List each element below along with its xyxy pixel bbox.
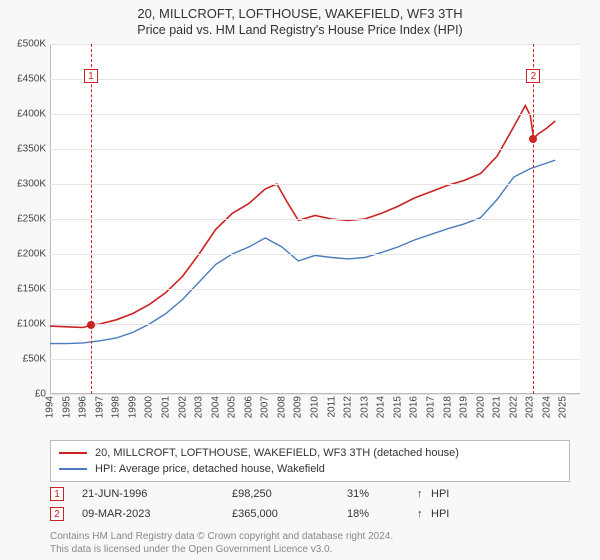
y-tick-label: £250K (17, 214, 46, 225)
transaction-pct: 31% (347, 488, 417, 500)
chart: 12 £0£50K£100K£150K£200K£250K£300K£350K£… (50, 44, 580, 394)
transaction-hpi: HPI (431, 488, 471, 500)
x-tick-label: 2014 (376, 396, 387, 418)
title-line-2: Price paid vs. HM Land Registry's House … (0, 23, 600, 37)
y-tick-label: £100K (17, 319, 46, 330)
title-line-1: 20, MILLCROFT, LOFTHOUSE, WAKEFIELD, WF3… (0, 6, 600, 21)
vline-marker: 1 (84, 69, 98, 83)
x-tick-label: 2001 (160, 396, 171, 418)
x-tick-label: 2021 (492, 396, 503, 418)
x-tick-label: 1999 (127, 396, 138, 418)
data-point (529, 135, 537, 143)
footer-line-2: This data is licensed under the Open Gov… (50, 544, 570, 557)
legend-row: 20, MILLCROFT, LOFTHOUSE, WAKEFIELD, WF3… (59, 445, 561, 461)
vline (533, 44, 534, 394)
x-tick-label: 1995 (61, 396, 72, 418)
vline (91, 44, 92, 394)
legend-swatch (59, 468, 87, 470)
gridline-h (50, 44, 580, 45)
x-tick-label: 2024 (541, 396, 552, 418)
gridline-h (50, 324, 580, 325)
legend-label: HPI: Average price, detached house, Wake… (95, 463, 325, 475)
legend-label: 20, MILLCROFT, LOFTHOUSE, WAKEFIELD, WF3… (95, 447, 459, 459)
transaction-marker: 1 (50, 487, 64, 501)
y-tick-label: £150K (17, 284, 46, 295)
x-tick-label: 2003 (194, 396, 205, 418)
x-tick-label: 2019 (459, 396, 470, 418)
x-tick-label: 2015 (392, 396, 403, 418)
footer: Contains HM Land Registry data © Crown c… (50, 531, 570, 556)
y-tick-label: £200K (17, 249, 46, 260)
series-price_paid (50, 106, 555, 328)
transaction-row: 2 09-MAR-2023£365,00018%↑HPI (50, 504, 570, 524)
x-tick-label: 2025 (558, 396, 569, 418)
gridline-h (50, 359, 580, 360)
transaction-hpi: HPI (431, 508, 471, 520)
x-tick-label: 2018 (442, 396, 453, 418)
x-tick-label: 2017 (425, 396, 436, 418)
x-tick-label: 1996 (78, 396, 89, 418)
legend-swatch (59, 452, 87, 454)
footer-line-1: Contains HM Land Registry data © Crown c… (50, 531, 570, 544)
plot-area: 12 (50, 44, 580, 394)
x-tick-label: 2016 (409, 396, 420, 418)
transaction-price: £98,250 (232, 488, 347, 500)
x-tick-label: 2011 (326, 396, 337, 418)
legend-row: HPI: Average price, detached house, Wake… (59, 461, 561, 477)
gridline-h (50, 79, 580, 80)
arrow-up-icon: ↑ (417, 488, 431, 500)
y-tick-label: £450K (17, 74, 46, 85)
gridline-h (50, 254, 580, 255)
transaction-marker: 2 (50, 507, 64, 521)
gridline-h (50, 219, 580, 220)
transaction-date: 21-JUN-1996 (82, 488, 232, 500)
x-tick-label: 2022 (508, 396, 519, 418)
transaction-date: 09-MAR-2023 (82, 508, 232, 520)
gridline-h (50, 394, 580, 395)
arrow-up-icon: ↑ (417, 508, 431, 520)
x-tick-label: 1998 (111, 396, 122, 418)
y-tick-label: £350K (17, 144, 46, 155)
x-tick-label: 2006 (243, 396, 254, 418)
container: 20, MILLCROFT, LOFTHOUSE, WAKEFIELD, WF3… (0, 0, 600, 560)
gridline-h (50, 149, 580, 150)
y-tick-label: £500K (17, 39, 46, 50)
y-tick-label: £400K (17, 109, 46, 120)
gridline-h (50, 289, 580, 290)
x-tick-label: 1997 (94, 396, 105, 418)
x-tick-label: 2007 (260, 396, 271, 418)
x-tick-label: 1994 (45, 396, 56, 418)
transaction-pct: 18% (347, 508, 417, 520)
transaction-row: 1 21-JUN-1996£98,25031%↑HPI (50, 484, 570, 504)
x-tick-label: 2013 (359, 396, 370, 418)
transaction-price: £365,000 (232, 508, 347, 520)
x-tick-label: 2005 (227, 396, 238, 418)
x-tick-label: 2012 (343, 396, 354, 418)
gridline-h (50, 184, 580, 185)
x-tick-label: 2020 (475, 396, 486, 418)
x-tick-label: 2002 (177, 396, 188, 418)
transactions-table: 1 21-JUN-1996£98,25031%↑HPI 2 09-MAR-2023£3… (50, 484, 570, 524)
x-tick-label: 2008 (276, 396, 287, 418)
y-tick-label: £300K (17, 179, 46, 190)
y-tick-label: £50K (23, 354, 46, 365)
x-tick-label: 2023 (525, 396, 536, 418)
title-block: 20, MILLCROFT, LOFTHOUSE, WAKEFIELD, WF3… (0, 0, 600, 37)
gridline-h (50, 114, 580, 115)
x-tick-label: 2004 (210, 396, 221, 418)
x-tick-label: 2009 (293, 396, 304, 418)
x-tick-label: 2000 (144, 396, 155, 418)
legend: 20, MILLCROFT, LOFTHOUSE, WAKEFIELD, WF3… (50, 440, 570, 482)
x-tick-label: 2010 (310, 396, 321, 418)
data-point (87, 321, 95, 329)
vline-marker: 2 (526, 69, 540, 83)
